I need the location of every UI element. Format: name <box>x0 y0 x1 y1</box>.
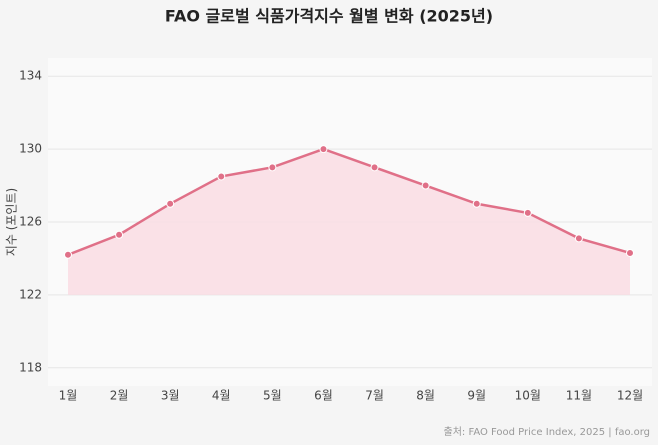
x-tick-label: 6월 <box>314 389 333 403</box>
y-tick-label: 122 <box>19 287 42 301</box>
point <box>421 181 430 190</box>
x-tick-label: 4월 <box>212 389 231 403</box>
point <box>370 163 379 172</box>
point <box>574 234 583 243</box>
point <box>472 199 481 208</box>
x-tick-label: 9월 <box>467 389 486 403</box>
y-tick-label: 130 <box>19 142 42 156</box>
y-axis-label: 지수 (포인트) <box>5 188 19 256</box>
point <box>268 163 277 172</box>
point <box>217 172 226 181</box>
x-tick-label: 5월 <box>263 389 282 403</box>
point <box>319 145 328 154</box>
x-tick-label: 11월 <box>566 389 592 403</box>
x-tick-label: 8월 <box>416 389 435 403</box>
point <box>115 230 124 239</box>
y-tick-label: 134 <box>19 69 42 83</box>
chart-title: FAO 글로벌 식품가격지수 월별 변화 (2025년) <box>165 7 493 26</box>
point <box>166 199 175 208</box>
source-note: 출처: FAO Food Price Index, 2025 | fao.org <box>444 426 650 438</box>
y-tick-label: 118 <box>19 360 42 374</box>
y-tick-label: 126 <box>19 215 42 229</box>
x-tick-label: 7월 <box>365 389 384 403</box>
line <box>67 147 631 256</box>
x-tick-label: 3월 <box>161 389 180 403</box>
area <box>68 149 630 295</box>
point <box>64 250 72 259</box>
x-tick-label: 1월 <box>59 389 78 403</box>
x-tick-label: 10월 <box>515 389 541 403</box>
x-tick-label: 12월 <box>617 389 643 403</box>
x-tick-label: 2월 <box>110 389 129 403</box>
point <box>626 248 634 257</box>
point <box>523 208 532 217</box>
